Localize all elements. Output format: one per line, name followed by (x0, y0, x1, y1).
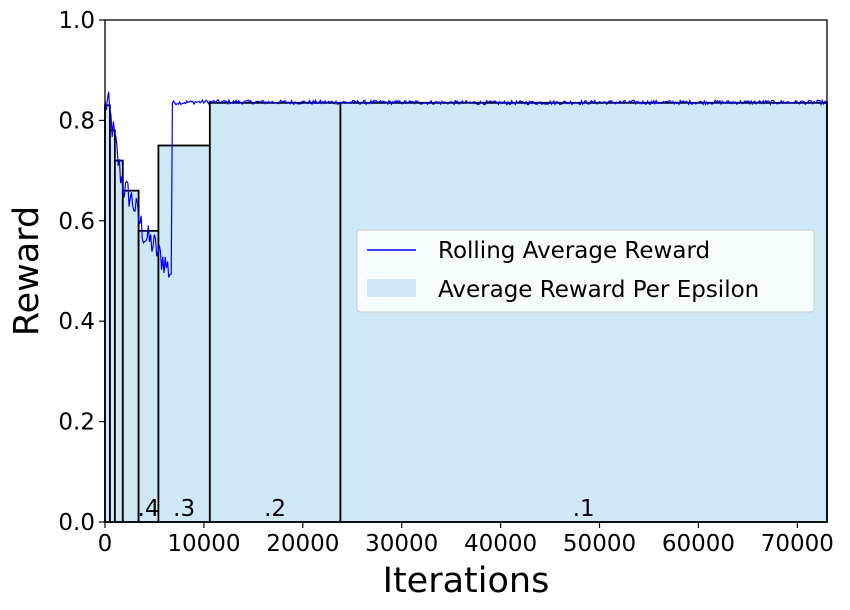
epsilon-bar-6 (208, 101, 342, 523)
legend-label-rolling-average: Rolling Average Reward (438, 238, 710, 264)
epsilon-label-7: .1 (573, 496, 595, 522)
y-tick-label: 1.0 (58, 8, 95, 34)
epsilon-label-5: .3 (173, 496, 195, 522)
x-tick-label: 70000 (761, 531, 834, 557)
y-axis-label: Reward (7, 206, 47, 336)
rolling-average-line (104, 91, 828, 278)
x-tick-label: 60000 (662, 531, 735, 557)
epsilon-bar-3 (121, 189, 140, 523)
y-axis-ticks: 0.0 0.2 0.4 0.6 0.8 1.0 (58, 8, 105, 536)
epsilon-bar-4 (137, 229, 160, 523)
y-tick-label: 0.4 (58, 309, 95, 335)
y-tick-label: 0.6 (58, 209, 95, 235)
legend: Rolling Average Reward Average Reward Pe… (356, 229, 815, 313)
x-tick-label: 20000 (266, 531, 339, 557)
x-tick-label: 30000 (365, 531, 438, 557)
epsilon-label-4: .4 (138, 496, 160, 522)
legend-label-average-per-epsilon: Average Reward Per Epsilon (438, 277, 759, 303)
legend-box (356, 229, 815, 313)
y-tick-label: 0.8 (58, 108, 95, 134)
y-tick-label: 0.0 (58, 510, 95, 536)
x-tick-label: 0 (98, 531, 113, 557)
x-axis-ticks: 0 10000 20000 30000 40000 50000 60000 70000 (98, 522, 834, 557)
plot-frame (104, 19, 828, 523)
epsilon-bar-2 (113, 159, 124, 523)
epsilon-labels: .4 .3 .2 .1 (138, 496, 595, 522)
x-axis-label: Iterations (383, 561, 550, 601)
x-tick-label: 50000 (563, 531, 636, 557)
x-tick-label: 10000 (167, 531, 240, 557)
rolling-average-line-layer (104, 91, 828, 278)
y-tick-label: 0.2 (58, 410, 95, 436)
epsilon-bar-5 (157, 144, 211, 523)
x-tick-label: 40000 (464, 531, 537, 557)
legend-fill-swatch (367, 279, 416, 297)
epsilon-label-6: .2 (264, 496, 286, 522)
